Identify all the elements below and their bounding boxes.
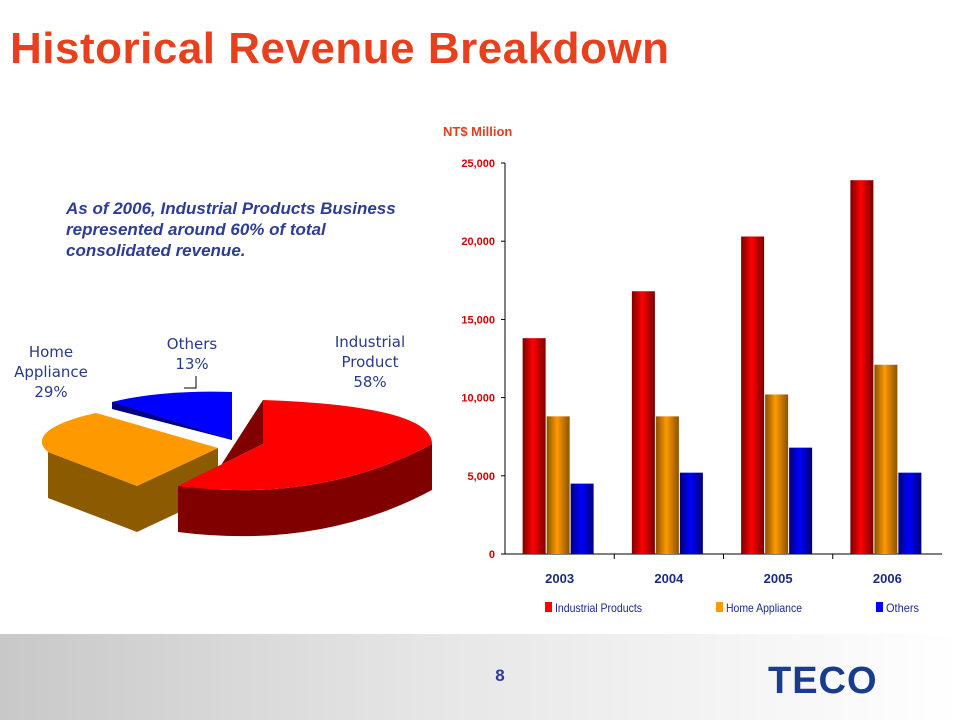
- pie-label-industrial-percent: 58%: [353, 373, 387, 391]
- bar-industrial-products-2003: [522, 338, 546, 554]
- pie-chart: [41, 376, 432, 537]
- bar-industrial-products-2005: [741, 236, 765, 554]
- pie-label-home-appliance-line1: Home: [28, 343, 74, 361]
- bar-home-appliance-2005: [765, 394, 789, 554]
- y-tick-label: 0: [489, 549, 495, 561]
- pie-label-home-appliance-percent: 29%: [34, 383, 68, 401]
- pie-label-others-percent: 13%: [175, 355, 209, 373]
- legend-label: Others: [886, 601, 919, 615]
- pie-slice-industrial-product: [178, 400, 432, 537]
- pie-label-industrial-line1: Industrial: [334, 333, 406, 351]
- legend-swatch: [545, 602, 552, 612]
- y-tick-label: 10,000: [461, 393, 495, 405]
- bar-chart-unit-label: NT$ Million: [443, 124, 513, 139]
- pie-label-home-appliance: Home Appliance 29%: [6, 342, 96, 402]
- y-tick-label: 20,000: [461, 236, 495, 248]
- legend-label: Industrial Products: [555, 601, 642, 615]
- bar-chart: 0 5,000 10,000 15,000 20,000 25,000 2003 2004 20…: [461, 158, 942, 615]
- others-leader-line: [184, 376, 197, 389]
- teco-logo: TECO: [768, 660, 878, 700]
- y-tick-label: 25,000: [461, 158, 495, 170]
- bar-home-appliance-2004: [655, 416, 679, 554]
- bar-industrial-products-2004: [631, 291, 655, 554]
- slide-title: Historical Revenue Breakdown: [10, 24, 670, 73]
- y-tick-label: 5,000: [467, 471, 495, 483]
- x-tick-label: 2003: [545, 571, 574, 586]
- pie-label-others: Others 13%: [152, 334, 232, 374]
- pie-label-industrial-line2: Product: [341, 353, 399, 371]
- x-tick-label: 2005: [764, 571, 793, 586]
- bar-others-2003: [570, 483, 594, 554]
- y-tick-label: 15,000: [461, 314, 495, 326]
- pie-label-industrial-product: Industrial Product 58%: [318, 332, 422, 392]
- page-number: 8: [495, 666, 505, 685]
- summary-note: As of 2006, Industrial Products Business…: [66, 199, 396, 260]
- bar-home-appliance-2003: [546, 416, 570, 554]
- legend-swatch: [716, 602, 723, 612]
- pie-label-home-appliance-line2: Appliance: [14, 363, 88, 381]
- bar-others-2006: [898, 472, 922, 554]
- bar-industrial-products-2006: [850, 180, 874, 555]
- pie-slice-others: [112, 391, 232, 440]
- bar-home-appliance-2006: [874, 364, 898, 554]
- pie-label-others-line1: Others: [166, 335, 218, 353]
- x-tick-label: 2006: [873, 571, 902, 586]
- bar-others-2005: [789, 447, 813, 554]
- footer-band: [0, 634, 960, 720]
- legend-swatch: [876, 602, 883, 612]
- logo-text: TECO: [768, 660, 878, 700]
- bar-others-2004: [679, 472, 703, 554]
- x-tick-label: 2004: [654, 571, 684, 586]
- legend-label: Home Appliance: [726, 601, 802, 615]
- pie-slice-home-appliance: [41, 413, 219, 532]
